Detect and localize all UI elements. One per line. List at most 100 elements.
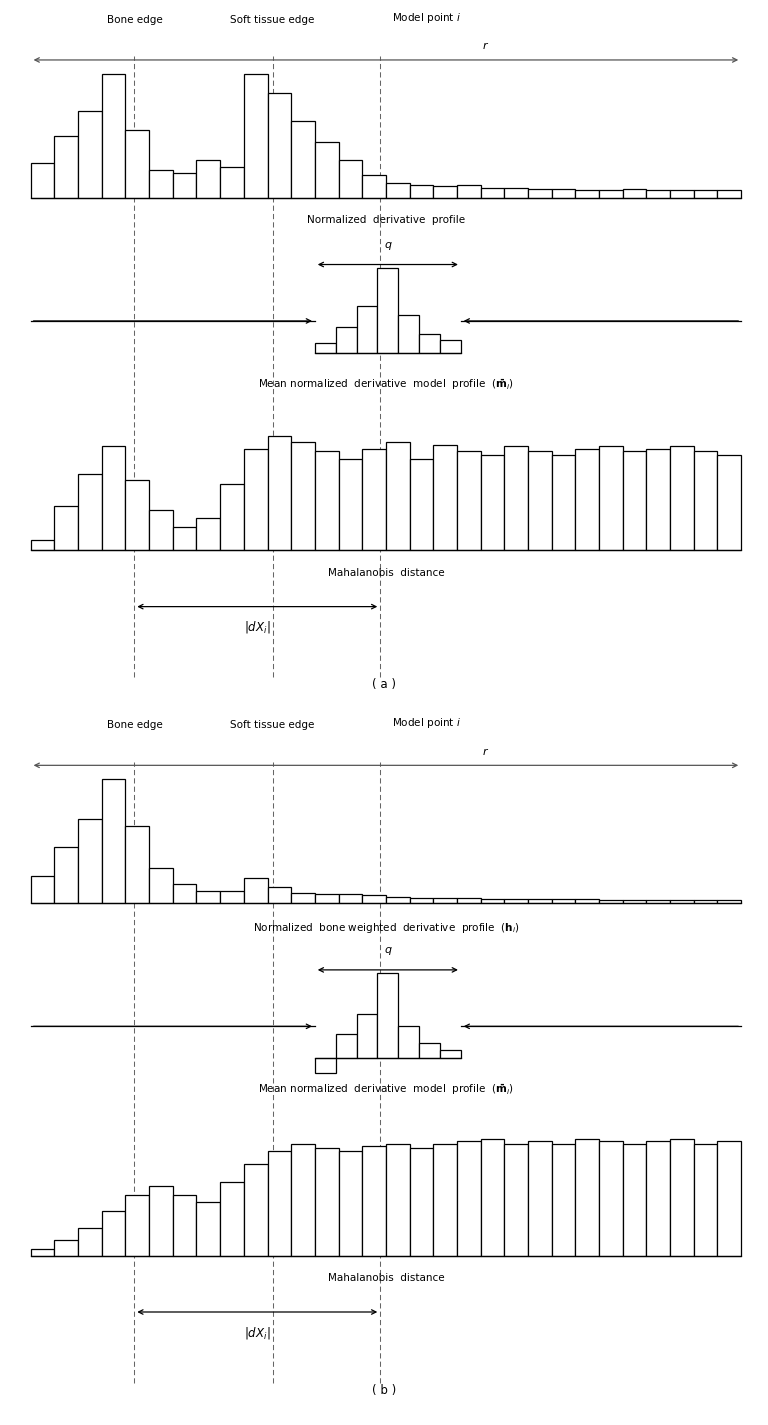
Bar [647,190,670,198]
Text: Soft tissue edge: Soft tissue edge [230,14,315,24]
Text: Mean normalized  derivative  model  profile  ($\mathbf{\bar{m}}_i$): Mean normalized derivative model profile… [258,378,514,392]
Bar [339,1151,362,1255]
Bar [315,1057,336,1073]
Bar [315,342,336,353]
Bar [528,190,551,198]
Text: Soft tissue edge: Soft tissue edge [230,720,315,730]
Bar [717,455,741,550]
Bar [315,452,339,550]
Bar [694,901,717,903]
Bar [78,819,101,903]
Text: $|dX_i|$: $|dX_i|$ [244,620,270,636]
Bar [339,895,362,903]
Bar [173,1194,197,1255]
Bar [505,1144,528,1255]
Bar [125,480,149,550]
Bar [356,306,377,353]
Bar [457,1141,481,1255]
Bar [125,130,149,198]
Bar [339,459,362,550]
Bar [599,190,623,198]
Bar [457,452,481,550]
Bar [31,540,55,550]
Bar [481,188,505,198]
Bar [267,886,291,903]
Bar [386,442,409,550]
Bar [78,111,101,198]
Bar [267,436,291,550]
Bar [551,899,575,903]
Bar [670,901,694,903]
Bar [315,1147,339,1255]
Bar [220,891,243,903]
Bar [149,171,173,198]
Bar [336,1035,356,1057]
Bar [409,185,433,198]
Bar [440,1050,461,1057]
Bar [670,446,694,550]
Bar [419,1043,440,1057]
Bar [386,1144,409,1255]
Bar [101,779,125,903]
Bar [457,185,481,198]
Text: $q$: $q$ [383,945,392,958]
Bar [670,1139,694,1255]
Bar [409,459,433,550]
Bar [101,74,125,198]
Bar [267,93,291,198]
Bar [647,901,670,903]
Bar [694,190,717,198]
Bar [197,161,220,198]
Text: Model point $i$: Model point $i$ [392,717,461,730]
Bar [173,527,197,550]
Bar [220,1181,243,1255]
Bar [315,895,339,903]
Bar [173,885,197,903]
Bar [409,1147,433,1255]
Bar [505,446,528,550]
Text: ( b ): ( b ) [372,1384,396,1396]
Bar [717,190,741,198]
Bar [55,1240,78,1255]
Bar [339,161,362,198]
Bar [433,1144,457,1255]
Bar [125,826,149,903]
Text: Mahalanobis  distance: Mahalanobis distance [328,567,444,577]
Text: Mean normalized  derivative  model  profile  ($\mathbf{\bar{m}}_i$): Mean normalized derivative model profile… [258,1083,514,1097]
Bar [575,899,599,903]
Bar [623,452,647,550]
Bar [386,896,409,903]
Bar [433,445,457,550]
Bar [291,442,315,550]
Bar [419,333,440,353]
Bar [647,1141,670,1255]
Bar [55,506,78,550]
Bar [101,1211,125,1255]
Bar [528,452,551,550]
Bar [197,891,220,903]
Bar [481,899,505,903]
Bar [717,901,741,903]
Text: Model point $i$: Model point $i$ [392,11,461,24]
Text: $|dX_i|$: $|dX_i|$ [244,1325,270,1341]
Text: Bone edge: Bone edge [107,14,162,24]
Bar [694,452,717,550]
Text: $q$: $q$ [383,239,392,252]
Bar [291,121,315,198]
Bar [670,190,694,198]
Bar [362,1146,386,1255]
Bar [575,190,599,198]
Bar [55,848,78,903]
Bar [647,449,670,550]
Bar [149,510,173,550]
Text: Normalized  derivative  profile: Normalized derivative profile [307,215,465,225]
Bar [356,1015,377,1057]
Text: $r$: $r$ [482,745,489,757]
Bar [505,899,528,903]
Bar [505,188,528,198]
Bar [220,485,243,550]
Bar [599,901,623,903]
Bar [362,449,386,550]
Bar [291,893,315,903]
Bar [433,187,457,198]
